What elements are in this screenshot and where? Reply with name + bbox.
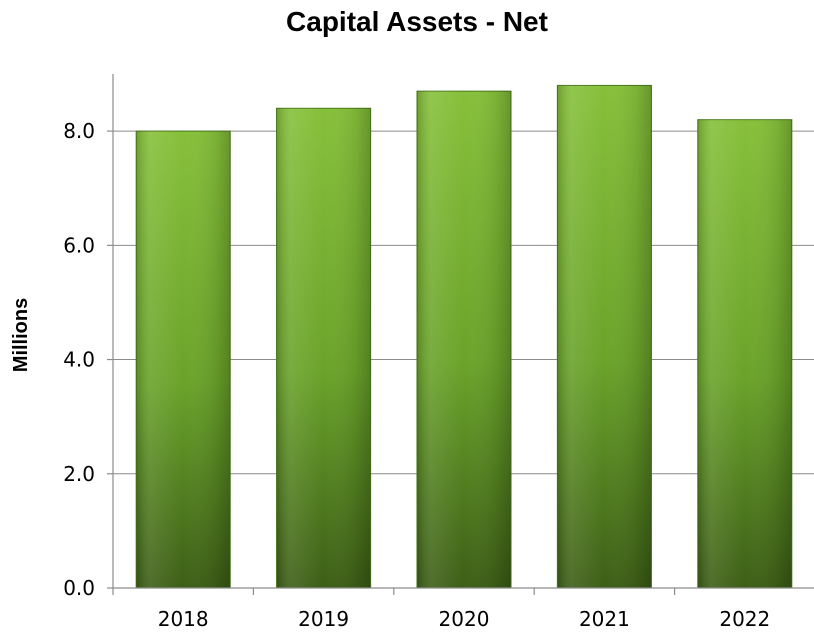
- x-tick-label: 2022: [719, 607, 770, 631]
- chart-title: Capital Assets - Net: [286, 6, 548, 37]
- x-tick-label: 2019: [298, 607, 349, 631]
- x-tick-label: 2018: [158, 607, 209, 631]
- y-tick-label: 0.0: [63, 576, 95, 600]
- y-tick-labels: 0.0 2.0 4.0 6.0 8.0: [63, 119, 113, 600]
- bar-sheen: [416, 91, 512, 588]
- y-tick-label: 4.0: [63, 348, 95, 372]
- x-tick-labels: 2018 2019 2020 2021 2022: [158, 607, 771, 631]
- axes: [112, 74, 814, 595]
- bars: [135, 84, 793, 589]
- bar-sheen: [697, 119, 792, 588]
- y-tick-label: 2.0: [63, 462, 95, 486]
- bar-sheen: [276, 108, 371, 589]
- bar-sheen: [136, 131, 231, 588]
- bar-sheen: [557, 85, 652, 588]
- y-tick-label: 6.0: [63, 233, 95, 257]
- y-axis-label: Millions: [10, 298, 32, 372]
- y-tick-label: 8.0: [63, 119, 95, 143]
- x-tick-label: 2020: [439, 607, 490, 631]
- x-tick-label: 2021: [579, 607, 630, 631]
